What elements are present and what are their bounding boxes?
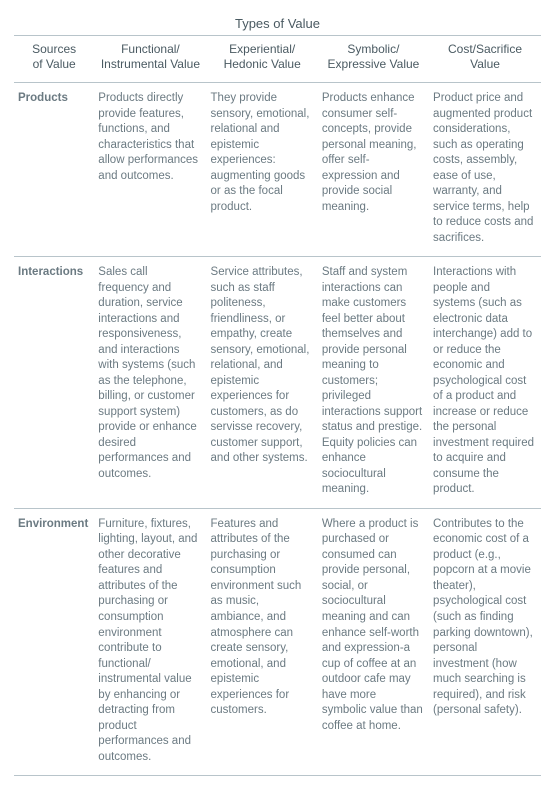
header-cost-line2: Value: [470, 57, 500, 71]
header-sources-line2: of Value: [33, 57, 76, 71]
cell-products-experiential: They provide sensory, emotional, relatio…: [207, 83, 318, 257]
value-types-table: Types of Value Sources of Value Function…: [14, 10, 541, 776]
header-sources-line1: Sources: [32, 42, 76, 56]
row-label-interactions: Interactions: [14, 257, 94, 509]
header-experiential: Experiential/ Hedonic Value: [207, 36, 318, 83]
table-super-header: Types of Value: [14, 10, 541, 36]
header-experiential-line1: Experiential/: [229, 42, 295, 56]
header-sources: Sources of Value: [14, 36, 94, 83]
header-symbolic-line2: Expressive Value: [328, 57, 420, 71]
cell-products-cost: Product price and augmented product cons…: [429, 83, 541, 257]
cell-products-functional: Products directly provide features, func…: [94, 83, 206, 257]
table-row: Interactions Sales call frequency and du…: [14, 257, 541, 509]
header-functional: Functional/ Instrumental Value: [94, 36, 206, 83]
header-cost-line1: Cost/Sacrifice: [448, 42, 522, 56]
table-row: Products Products directly provide featu…: [14, 83, 541, 257]
table-super-header-row: Types of Value: [14, 10, 541, 36]
cell-interactions-cost: Interactions with people and systems (su…: [429, 257, 541, 509]
header-functional-line1: Functional/: [121, 42, 180, 56]
cell-environment-symbolic: Where a product is purchased or consumed…: [318, 508, 429, 775]
header-cost: Cost/Sacrifice Value: [429, 36, 541, 83]
cell-products-symbolic: Products enhance consumer self-concepts,…: [318, 83, 429, 257]
cell-interactions-functional: Sales call frequency and duration, servi…: [94, 257, 206, 509]
header-symbolic-line1: Symbolic/: [347, 42, 399, 56]
cell-interactions-experiential: Service attributes, such as staff polite…: [207, 257, 318, 509]
cell-environment-experiential: Features and attributes of the purchasin…: [207, 508, 318, 775]
header-functional-line2: Instrumental Value: [101, 57, 200, 71]
header-symbolic: Symbolic/ Expressive Value: [318, 36, 429, 83]
row-label-products: Products: [14, 83, 94, 257]
cell-interactions-symbolic: Staff and system interactions can make c…: [318, 257, 429, 509]
cell-environment-cost: Contributes to the economic cost of a pr…: [429, 508, 541, 775]
table-row: Environment Furniture, fixtures, lightin…: [14, 508, 541, 775]
header-experiential-line2: Hedonic Value: [224, 57, 301, 71]
row-label-environment: Environment: [14, 508, 94, 775]
cell-environment-functional: Furniture, fixtures, lighting, layout, a…: [94, 508, 206, 775]
table-header-row: Sources of Value Functional/ Instrumenta…: [14, 36, 541, 83]
